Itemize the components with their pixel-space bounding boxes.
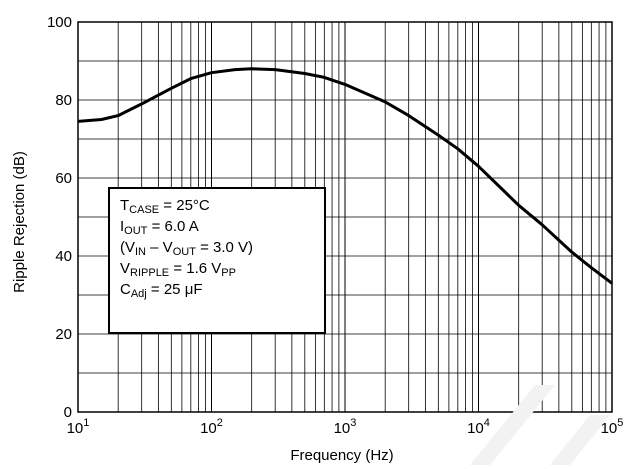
legend-line: IOUT = 6.0 A [120, 218, 199, 237]
x-tick-label: 102 [200, 417, 223, 437]
y-tick-label: 80 [55, 92, 72, 109]
legend-line: TCASE = 25°C [120, 197, 210, 216]
y-tick-label: 20 [55, 326, 72, 343]
legend-line: VRIPPLE = 1.6 VPP [120, 260, 236, 279]
y-tick-label: 60 [55, 170, 72, 187]
y-tick-label: 100 [47, 14, 72, 31]
x-tick-label: 101 [67, 417, 90, 437]
condition-legend-box: TCASE = 25°C IOUT = 6.0 A (VIN – VOUT = 3.… [108, 187, 326, 334]
x-tick-label: 104 [467, 417, 490, 437]
ripple-rejection-curve [77, 67, 613, 285]
data-series [77, 67, 613, 285]
x-axis-label: Frequency (Hz) [290, 447, 393, 464]
x-tick-label: 105 [601, 417, 624, 437]
y-tick-label: 0 [64, 404, 72, 421]
y-axis-label: Ripple Rejection (dB) [11, 151, 28, 293]
plot-frame [77, 21, 613, 413]
legend-line: CAdj = 25 μF [120, 281, 203, 300]
y-tick-label: 40 [55, 248, 72, 265]
x-tick-label: 103 [334, 417, 357, 437]
legend-line: (VIN – VOUT = 3.0 V) [120, 239, 254, 258]
